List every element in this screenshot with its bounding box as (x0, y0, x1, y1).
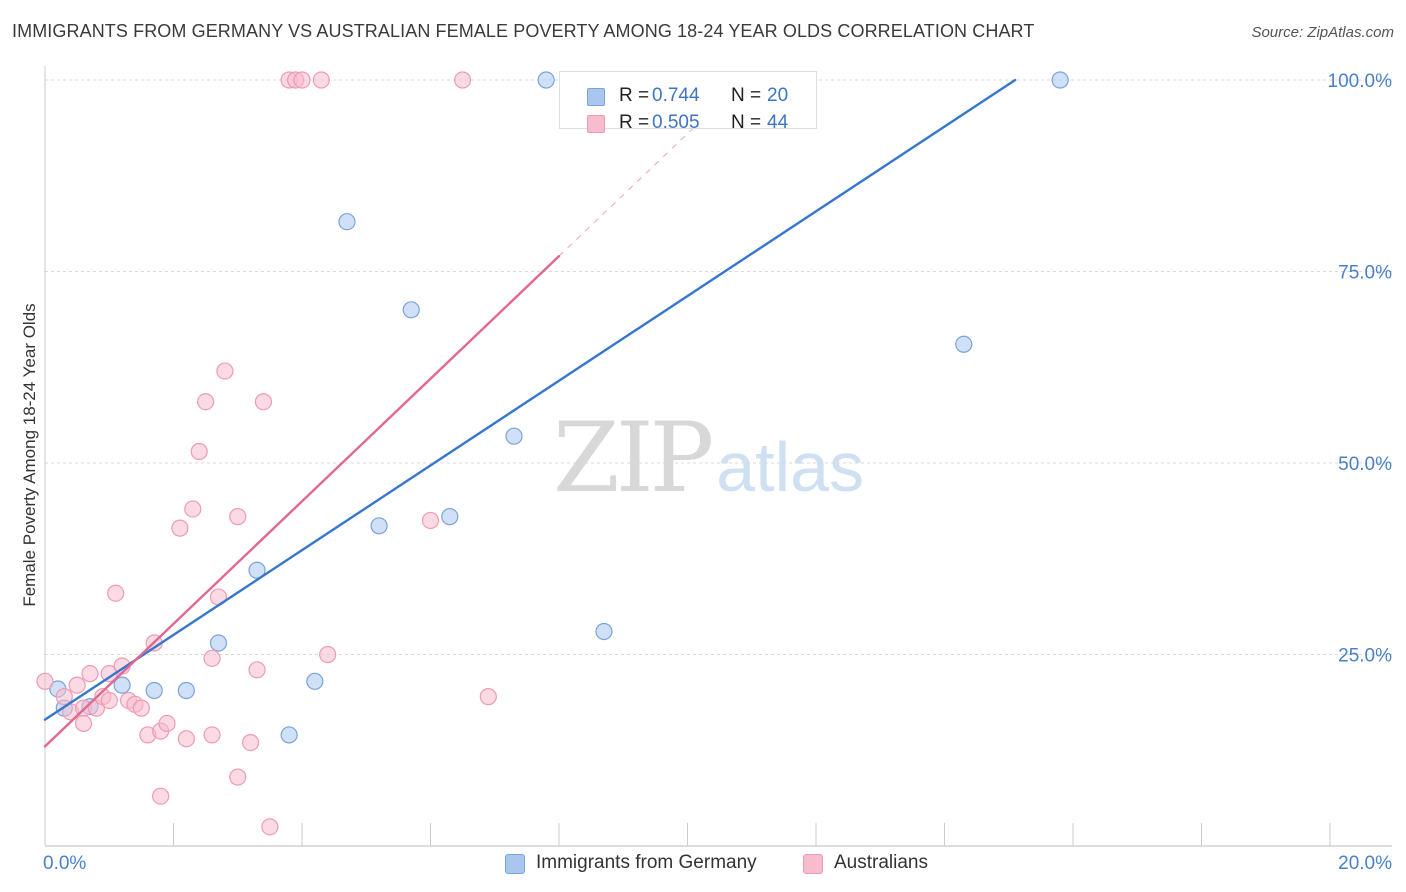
australians-point (479, 688, 497, 706)
r-label: R = (619, 112, 650, 133)
australians-point (229, 768, 247, 786)
australians-point (74, 714, 93, 733)
australians-point (242, 733, 260, 752)
australians-legend-label: Australians (834, 852, 928, 873)
n-label: N = (731, 112, 762, 133)
australians-point (190, 442, 208, 461)
germany-point (338, 213, 356, 231)
australians-point (229, 508, 247, 526)
germany-point (280, 726, 298, 744)
australians-point (203, 649, 221, 667)
australians-point (254, 393, 273, 411)
germany-point (537, 71, 555, 89)
australians-point (421, 511, 440, 530)
australians-point (171, 519, 189, 537)
germany-point (113, 676, 131, 694)
australians-r-value: 0.505 (652, 112, 700, 133)
germany-r-value: 0.744 (652, 85, 700, 106)
australians-point (454, 71, 472, 89)
australians-legend-swatch (803, 854, 823, 874)
australians-n-value: 44 (767, 112, 789, 133)
germany-point (145, 681, 163, 700)
australians-point (55, 688, 73, 706)
australians-point (158, 714, 176, 733)
y-tick-label: 75.0% (1338, 263, 1392, 284)
australians-point (36, 672, 54, 690)
australians-swatch (587, 115, 605, 133)
germany-point (955, 335, 973, 353)
australians-point (68, 676, 86, 694)
gridlines (45, 79, 1392, 655)
chart-title: IMMIGRANTS FROM GERMANY VS AUSTRALIAN FE… (12, 21, 1035, 41)
australians-point (203, 726, 221, 744)
y-tick-label: 50.0% (1338, 454, 1392, 475)
australians-point (319, 645, 337, 664)
y-tick-label: 100.0% (1328, 71, 1393, 92)
n-label: N = (731, 85, 762, 106)
australians-regression-line (43, 254, 561, 748)
australians-point (293, 71, 311, 89)
r-label: R = (619, 85, 650, 106)
germany-point (441, 508, 459, 526)
germany-point (209, 634, 228, 652)
germany-legend-label: Immigrants from Germany (536, 852, 757, 873)
series-legend: Immigrants from Germany Australians (0, 851, 1406, 879)
germany-point (306, 672, 324, 690)
germany-legend-swatch (505, 854, 525, 874)
australians-point (107, 584, 125, 602)
germany-point (505, 427, 523, 445)
x-tick-label: 0.0% (43, 853, 86, 874)
germany-point (370, 517, 388, 535)
australians-point (177, 730, 195, 748)
australians-point (261, 818, 279, 836)
axes (44, 66, 1392, 847)
regression-lines (43, 78, 1017, 748)
germany-point (248, 561, 266, 579)
stats-row-germany: R = 0.744 N = 20 (560, 84, 816, 110)
data-points (36, 71, 1069, 836)
tick-labels: 25.0% 50.0% 75.0% 100.0% 0.0% 20.0% (43, 71, 1392, 874)
australians-point (100, 691, 118, 710)
australians-point (81, 665, 99, 683)
germany-point (402, 301, 420, 319)
source-label: Source: ZipAtlas.com (1251, 24, 1394, 41)
germany-regression-line (43, 78, 1017, 721)
australians-point (152, 787, 170, 805)
australians-point (132, 699, 150, 717)
australians-point (216, 362, 234, 380)
stats-row-australians: R = 0.505 N = 44 (560, 111, 816, 137)
germany-n-value: 20 (767, 85, 789, 106)
germany-point (1051, 71, 1069, 89)
y-axis-label: Female Poverty Among 18-24 Year Olds (20, 303, 39, 607)
australians-point (248, 661, 266, 679)
germany-point (595, 622, 613, 641)
y-tick-label: 25.0% (1338, 646, 1392, 667)
australians-point (100, 665, 118, 683)
australians-point (312, 71, 330, 89)
germany-swatch (587, 88, 605, 106)
stats-legend: R = 0.744 N = 20 R = 0.505 N = 44 (559, 71, 817, 133)
germany-point (177, 681, 195, 700)
australians-point (184, 500, 202, 518)
x-tick-label: 20.0% (1338, 853, 1392, 874)
australians-point (197, 393, 215, 411)
